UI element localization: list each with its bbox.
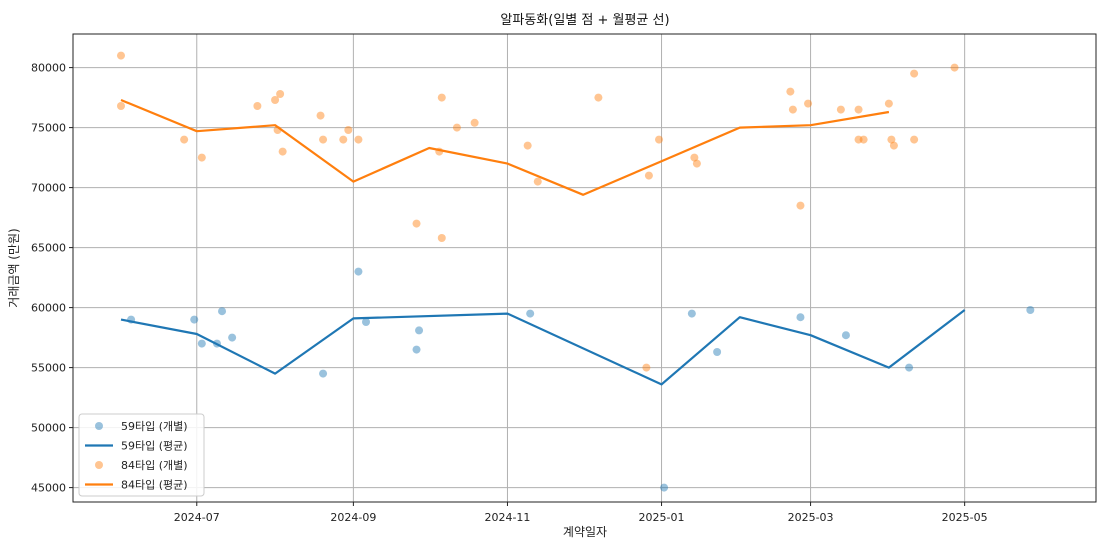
- scatter-point-2: [319, 135, 328, 144]
- scatter-point-2: [796, 201, 805, 210]
- scatter-point-2: [859, 135, 868, 144]
- scatter-point-2: [594, 93, 603, 102]
- scatter-point-2: [344, 126, 353, 134]
- x-axis-ticks: 2024-07 2024-09 2024-11 2025-01 2025-03 2025-…: [174, 502, 988, 524]
- scatter-point-2: [655, 135, 664, 144]
- scatter-point-2: [854, 135, 863, 144]
- scatter-point-2: [884, 99, 893, 108]
- scatter-point-2: [854, 105, 863, 114]
- legend-label: 59타입 (개별): [121, 420, 188, 433]
- y-tick-label: 70000: [31, 182, 66, 195]
- scatter-point-2: [437, 93, 446, 102]
- scatter-point-2: [253, 102, 262, 110]
- y-axis-ticks: 45000 50000 55000 60000 65000 70000 75000 80000: [31, 62, 73, 495]
- scatter-point-2: [910, 69, 919, 78]
- y-axis-title: 거래금액 (만원): [7, 228, 21, 307]
- scatter-point-0: [218, 307, 227, 316]
- y-tick-label: 45000: [31, 482, 66, 495]
- scatter-point-2: [116, 51, 125, 60]
- scatter-point-2: [354, 135, 363, 144]
- scatter-point-0: [197, 339, 206, 348]
- x-tick-label: 2024-07: [174, 511, 220, 524]
- y-tick-label: 65000: [31, 242, 66, 255]
- scatter-point-2: [950, 63, 959, 72]
- legend-label: 84타입 (평균): [121, 479, 188, 492]
- scatter-point-2: [887, 135, 896, 144]
- scatter-point-0: [660, 483, 669, 492]
- scatter-point-2: [116, 102, 125, 110]
- scatter-point-0: [362, 318, 371, 326]
- legend-box: [78, 413, 205, 497]
- scatter-point-0: [190, 315, 199, 324]
- x-tick-label: 2025-01: [639, 511, 685, 524]
- scatter-point-2: [690, 153, 699, 162]
- scatter-point-2: [437, 234, 446, 242]
- scatter-point-0: [415, 326, 424, 335]
- scatter-point-2: [788, 105, 797, 114]
- y-tick-label: 80000: [31, 62, 66, 75]
- scatter-point-0: [526, 309, 535, 318]
- legend-label: 84타입 (개별): [121, 459, 188, 472]
- scatter-point-0: [1026, 306, 1035, 314]
- scatter-point-2: [316, 111, 325, 120]
- scatter-point-2: [412, 219, 421, 228]
- series-line-3: [120, 98, 890, 196]
- scatter-point-2: [533, 177, 542, 186]
- scatter-point-2: [180, 135, 189, 144]
- scatter-point-2: [786, 87, 795, 96]
- y-tick-label: 55000: [31, 362, 66, 375]
- scatter-point-2: [470, 118, 479, 127]
- scatter-point-0: [354, 267, 363, 276]
- scatter-point-2: [836, 105, 845, 114]
- legend-label: 59타입 (평균): [121, 440, 188, 453]
- series-line-1: [120, 309, 966, 386]
- scatter-point-2: [271, 96, 280, 104]
- chart-title: 알파동화(일별 점 + 월평균 선): [500, 13, 669, 28]
- scatter-point-0: [687, 309, 696, 318]
- scatter-point-2: [452, 123, 461, 132]
- scatter-point-0: [412, 345, 421, 354]
- y-tick-label: 60000: [31, 302, 66, 315]
- scatter-point-2: [276, 90, 285, 98]
- scatter-point-2: [644, 171, 653, 180]
- scatter-point-2: [889, 141, 898, 150]
- scatter-point-0: [905, 363, 914, 372]
- x-tick-label: 2024-09: [330, 511, 376, 524]
- scatter-point-2: [197, 153, 206, 162]
- x-tick-label: 2025-05: [942, 511, 988, 524]
- scatter-point-2: [339, 135, 348, 144]
- scatter-point-2: [278, 147, 287, 156]
- scatter-point-2: [804, 99, 813, 108]
- y-tick-label: 50000: [31, 422, 66, 435]
- scatter-point-2: [523, 141, 532, 150]
- y-tick-label: 75000: [31, 122, 66, 135]
- x-axis-title: 계약일자: [563, 524, 607, 539]
- scatter-point-0: [796, 313, 805, 322]
- x-tick-label: 2025-03: [788, 511, 834, 524]
- scatter-point-0: [841, 331, 850, 340]
- plot-frame: [72, 33, 1097, 503]
- grid: [73, 34, 1096, 502]
- x-tick-label: 2024-11: [484, 511, 530, 524]
- legend-marker: [95, 461, 103, 469]
- legend-marker: [95, 422, 103, 430]
- scatter-point-2: [910, 135, 919, 144]
- plot-series: [116, 51, 1035, 492]
- scatter-point-0: [713, 348, 722, 356]
- scatter-point-2: [692, 159, 701, 168]
- scatter-point-2: [642, 363, 651, 372]
- scatter-point-0: [228, 333, 237, 342]
- legend: 59타입 (개별) 59타입 (평균) 84타입 (개별) 84타입 (평균): [78, 413, 205, 497]
- scatter-point-0: [319, 369, 328, 378]
